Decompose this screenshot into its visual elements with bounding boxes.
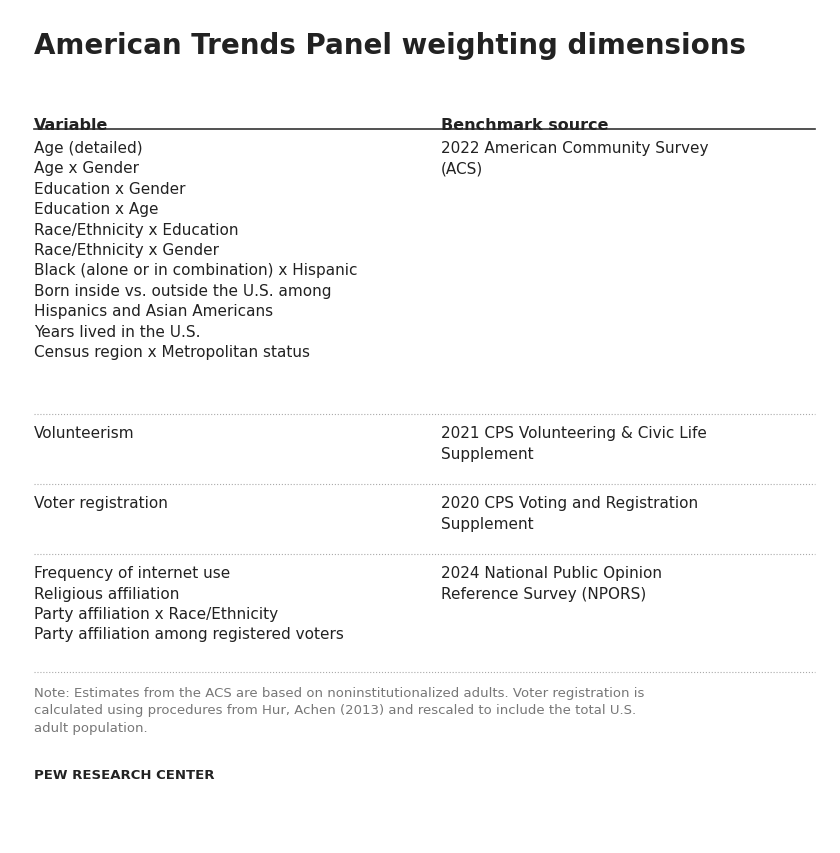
Text: Benchmark source: Benchmark source (441, 118, 608, 133)
Text: Voter registration: Voter registration (34, 496, 167, 511)
Text: Volunteerism: Volunteerism (34, 426, 134, 441)
Text: American Trends Panel weighting dimensions: American Trends Panel weighting dimensio… (34, 32, 746, 61)
Text: Variable: Variable (34, 118, 108, 133)
Text: 2024 National Public Opinion
Reference Survey (NPORS): 2024 National Public Opinion Reference S… (441, 566, 662, 601)
Text: 2020 CPS Voting and Registration
Supplement: 2020 CPS Voting and Registration Supplem… (441, 496, 698, 531)
Text: 2022 American Community Survey
(ACS): 2022 American Community Survey (ACS) (441, 141, 708, 176)
Text: 2021 CPS Volunteering & Civic Life
Supplement: 2021 CPS Volunteering & Civic Life Suppl… (441, 426, 707, 461)
Text: PEW RESEARCH CENTER: PEW RESEARCH CENTER (34, 768, 214, 780)
Text: Note: Estimates from the ACS are based on noninstitutionalized adults. Voter reg: Note: Estimates from the ACS are based o… (34, 686, 644, 734)
Text: Frequency of internet use
Religious affiliation
Party affiliation x Race/Ethnici: Frequency of internet use Religious affi… (34, 566, 344, 641)
Text: Age (detailed)
Age x Gender
Education x Gender
Education x Age
Race/Ethnicity x : Age (detailed) Age x Gender Education x … (34, 141, 357, 359)
